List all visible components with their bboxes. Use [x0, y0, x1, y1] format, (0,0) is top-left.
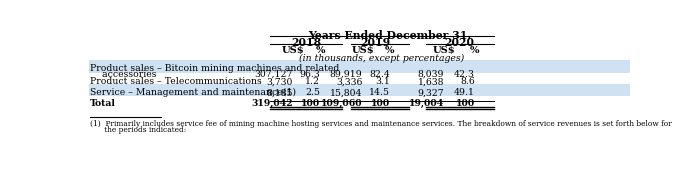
Text: 89,919: 89,919: [330, 70, 363, 79]
Text: 2019: 2019: [360, 37, 391, 48]
Text: 8.6: 8.6: [461, 77, 475, 86]
Bar: [89, 61, 630, 73]
Text: 8,039: 8,039: [417, 70, 444, 79]
Text: 3,336: 3,336: [336, 77, 363, 86]
Text: 3,730: 3,730: [267, 77, 293, 86]
Text: 15,804: 15,804: [330, 88, 363, 97]
Text: 319,042: 319,042: [251, 99, 293, 108]
Text: 42.3: 42.3: [454, 70, 475, 79]
Text: Total: Total: [90, 99, 116, 108]
Text: %: %: [315, 46, 325, 55]
Text: 100: 100: [301, 99, 320, 108]
Text: 3.1: 3.1: [375, 77, 390, 86]
Text: 1.2: 1.2: [305, 77, 320, 86]
Text: 14.5: 14.5: [369, 88, 390, 97]
Text: accessories: accessories: [90, 70, 156, 79]
Text: Product sales – Telecommunications: Product sales – Telecommunications: [90, 77, 262, 86]
Text: %: %: [385, 46, 395, 55]
Text: 1,638: 1,638: [417, 77, 444, 86]
Text: %: %: [470, 46, 480, 55]
Text: 96.3: 96.3: [300, 70, 320, 79]
Text: 307,127: 307,127: [255, 70, 293, 79]
Text: 100: 100: [456, 99, 475, 108]
Bar: [89, 83, 630, 96]
Text: 8,185: 8,185: [267, 88, 293, 97]
Text: 82.4: 82.4: [369, 70, 390, 79]
Text: Product sales – Bitcoin mining machines and related: Product sales – Bitcoin mining machines …: [90, 64, 340, 73]
Text: US$: US$: [433, 46, 456, 55]
Text: 9,327: 9,327: [417, 88, 444, 97]
Text: US$: US$: [281, 46, 304, 55]
Text: US$: US$: [351, 46, 374, 55]
Text: 19,004: 19,004: [409, 99, 444, 108]
Text: 100: 100: [370, 99, 390, 108]
Text: the periods indicated:: the periods indicated:: [90, 126, 186, 134]
Text: 2020: 2020: [444, 37, 475, 48]
Text: 49.1: 49.1: [454, 88, 475, 97]
Text: 2018: 2018: [291, 37, 321, 48]
Text: (1)  Primarily includes service fee of mining machine hosting services and maint: (1) Primarily includes service fee of mi…: [90, 120, 671, 128]
Text: 2.5: 2.5: [305, 88, 320, 97]
Text: 109,060: 109,060: [321, 99, 363, 108]
Text: Service – Management and maintenance(1): Service – Management and maintenance(1): [90, 88, 296, 97]
Text: Years Ended December 31,: Years Ended December 31,: [308, 30, 471, 41]
Text: (in thousands, except percentages): (in thousands, except percentages): [300, 54, 465, 64]
